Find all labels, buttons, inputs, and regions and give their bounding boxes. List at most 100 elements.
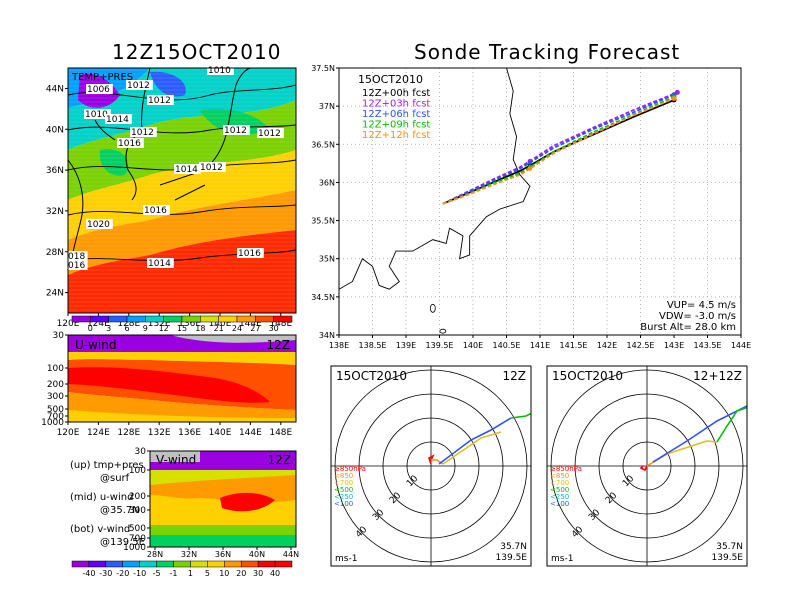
x-tick-label: 138.5E <box>359 341 387 350</box>
y-tick-label: 37N <box>319 102 335 111</box>
ring-label: 10 <box>621 474 636 489</box>
x-tick-label: 143E <box>664 341 684 350</box>
y-tick-label: 700 <box>129 534 146 544</box>
isobar-label: 1006 <box>87 85 110 95</box>
colorbar-swatch <box>145 315 164 323</box>
note-line: (mid) u-wind <box>70 492 133 503</box>
x-tick-label: 120E <box>57 428 80 438</box>
colorbar-swatch <box>71 560 90 568</box>
isobar-label-bg <box>105 114 132 124</box>
x-tick-label: 140E <box>463 341 483 350</box>
x-tick-label: 44N <box>283 550 299 559</box>
temperature-band <box>99 149 129 176</box>
isobar-label-bg <box>207 65 234 75</box>
x-tick-label: 142.5E <box>627 341 655 350</box>
isobar-label: 1012 <box>258 129 281 139</box>
burst-stat: VDW= -3.0 m/s <box>659 311 736 322</box>
hodograph-trace <box>442 431 502 465</box>
isobar-label-bg <box>223 125 250 135</box>
colorbar-swatch <box>236 315 256 323</box>
colorbar-tick-label: 0 <box>88 324 93 333</box>
hodograph-plot-area <box>547 366 747 566</box>
isobar-label-bg <box>86 219 113 229</box>
x-tick-label: 143.5E <box>694 341 722 350</box>
isobar-label: 1012 <box>224 126 247 136</box>
y-tick-label: 36.5N <box>311 140 335 149</box>
coastline <box>174 184 206 201</box>
u-wind-band <box>68 352 296 365</box>
y-tick-label: 500 <box>129 524 146 534</box>
legend-entry: 12Z+12h fcst <box>362 130 430 141</box>
isobar-label-bg <box>67 251 88 261</box>
u-wind-band <box>68 367 270 403</box>
note-line: (up) tmp+pres <box>70 460 144 471</box>
v-wind-band <box>220 492 275 512</box>
x-tick-label: 40N <box>249 550 265 559</box>
right-panel-title: Sonde Tracking Forecast <box>414 40 681 64</box>
colorbar-tick-label: 18 <box>195 324 205 333</box>
ring-label: 10 <box>405 474 420 489</box>
colorbar-tick-label: -1 <box>170 569 178 578</box>
colorbar-tick-label: 6 <box>124 324 129 333</box>
x-tick-label: 124E <box>87 319 110 329</box>
y-tick-label: 32N <box>46 207 64 217</box>
isobar-label-bg <box>237 248 264 258</box>
isobar-label: 1010 <box>85 110 108 120</box>
colorbar-swatch <box>90 315 109 323</box>
v-time-label: 12Z <box>268 453 292 467</box>
y-tick-label: 1000 <box>123 543 146 553</box>
waypoint-marker <box>527 166 533 171</box>
v-fill-layer <box>150 451 296 547</box>
colorbar-swatch <box>108 315 128 323</box>
hodograph-date: 15OCT2010 <box>336 369 407 383</box>
map-fill-layer <box>68 68 296 313</box>
note-line: @surf <box>100 473 130 484</box>
y-tick-label: 300 <box>129 506 146 516</box>
hodograph-trace <box>639 465 648 472</box>
colorbar-swatch <box>240 560 259 568</box>
pressure-legend-entry: <500 <box>334 486 353 494</box>
x-tick-label: 124E <box>87 428 110 438</box>
x-tick-label: 140E <box>209 428 232 438</box>
y-tick-label: 300 <box>47 392 64 402</box>
y-tick-label: 37.5N <box>311 64 335 73</box>
isobar-label-bg <box>130 127 157 137</box>
hodograph-lon: 139.5E <box>496 553 528 563</box>
y-tick-label: 200 <box>47 380 64 390</box>
x-tick-label: 128E <box>117 428 140 438</box>
x-tick-label: 141E <box>530 341 550 350</box>
pressure-legend-entry: <250 <box>334 493 353 501</box>
y-tick-label: 200 <box>129 492 146 502</box>
y-tick-label: 34.5N <box>311 293 335 302</box>
isobar-label: 1014 <box>148 259 171 269</box>
colorbar-tick-label: 15 <box>177 324 187 333</box>
hodograph-trace <box>510 412 531 419</box>
note-line: @139.5E <box>100 537 145 548</box>
hodograph-lon: 139.5E <box>712 553 744 563</box>
colorbar-tick-label: 9 <box>143 324 148 333</box>
colorbar-tick-label: 27 <box>250 324 260 333</box>
x-tick-label: 148E <box>269 428 292 438</box>
legend-entry: 12Z+06h fcst <box>362 109 430 120</box>
hodograph-trace <box>666 440 718 455</box>
note-line: @35.7N <box>100 505 140 516</box>
colorbar-swatch <box>200 315 219 323</box>
x-tick-label: 140.5E <box>493 341 521 350</box>
y-tick-label: 700 <box>47 412 64 422</box>
track-plot-area <box>339 68 741 335</box>
hodograph-trace <box>652 405 747 463</box>
y-tick-label: 500 <box>47 405 64 415</box>
x-tick-label: 32N <box>181 550 197 559</box>
v-field-label: V-wind <box>156 453 196 467</box>
colorbar-swatch <box>122 560 140 568</box>
x-tick-label: 139E <box>396 341 416 350</box>
y-tick-label: 36N <box>46 166 64 176</box>
colorbar-tick-label: 21 <box>214 324 224 333</box>
colorbar-swatch <box>181 315 201 323</box>
isobar-line <box>68 204 296 216</box>
hodograph-trace <box>428 454 435 465</box>
u-fill-layer <box>68 335 296 422</box>
isobar-label: 1016 <box>238 249 261 259</box>
colorbar-tick-label: -40 <box>82 569 95 578</box>
hodograph-time: 12Z <box>503 369 527 383</box>
